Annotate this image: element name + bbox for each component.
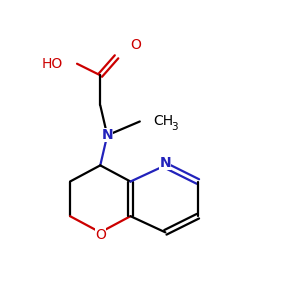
Text: O: O [130, 38, 141, 52]
Text: CH: CH [154, 115, 174, 128]
Text: N: N [101, 128, 113, 142]
Text: N: N [160, 156, 171, 170]
Text: HO: HO [42, 57, 63, 71]
Text: 3: 3 [171, 122, 178, 132]
Text: O: O [95, 228, 106, 242]
